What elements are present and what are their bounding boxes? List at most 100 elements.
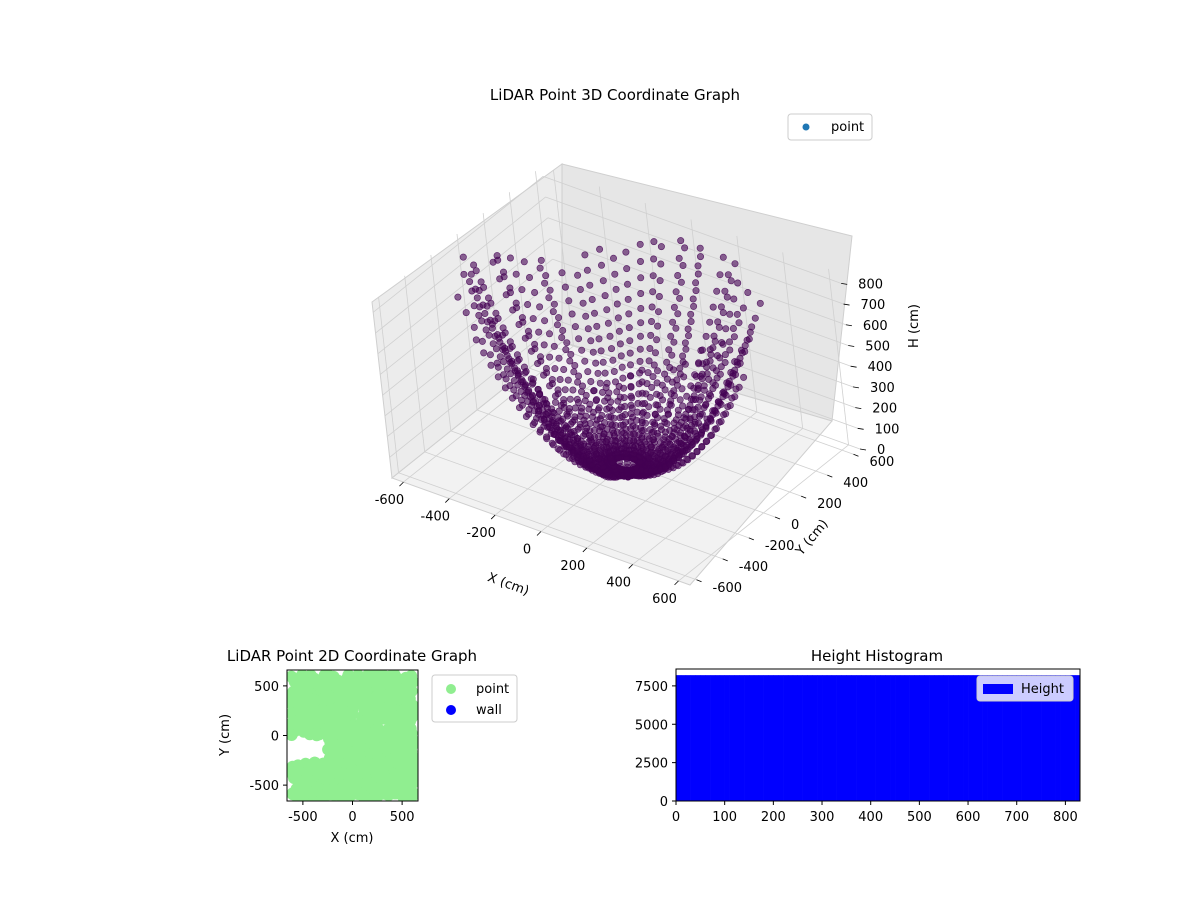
point-3d [478,337,486,345]
point-3d [638,427,646,435]
z-tick-label-3d: 100 [875,422,900,437]
point-3d [716,271,724,279]
point-3d [589,348,597,356]
point-2d [354,689,367,702]
legend-3d-point-label: point [831,120,864,135]
point-3d [657,260,665,268]
histogram-bar [1026,675,1032,801]
point-3d [535,407,543,415]
histogram-bar [831,675,837,801]
point-3d [515,355,523,363]
point-2d [331,691,344,704]
point-3d [541,317,549,325]
point-3d [525,410,533,418]
point-2d [347,673,359,686]
point-3d [607,413,615,421]
point-3d [583,266,591,274]
point-3d [694,403,702,411]
point-3d [561,386,569,394]
point-3d [647,317,655,325]
point-3d [756,299,764,307]
histogram-bar [1041,675,1047,801]
point-3d [730,333,738,341]
plot-2d-xlabel: X (cm) [331,831,374,846]
grid-x-back [782,252,804,429]
histogram-bar [972,675,979,801]
point-3d [730,295,738,303]
point-3d [555,354,563,362]
histogram-x-tick-label: 400 [858,810,883,825]
y-tick-label-2d: 500 [254,680,279,695]
point-2d [358,790,371,801]
point-3d [562,346,570,354]
histogram-bar [783,675,789,801]
x-tick-label-3d: -200 [466,526,496,541]
point-2d [332,756,345,769]
histogram-bar [690,675,696,801]
point-3d [690,302,698,310]
point-3d [501,329,509,337]
point-2d [383,700,396,712]
point-2d [403,728,416,741]
point-3d [488,320,496,328]
point-3d [525,273,533,281]
histogram-bar [836,675,842,801]
histogram-bar [729,675,735,801]
point-3d [666,400,674,408]
point-3d [682,345,690,353]
x-tick-3d [399,481,404,487]
point-3d [515,320,523,328]
point-3d [684,325,692,333]
point-3d [721,358,729,366]
point-3d [479,301,487,309]
histogram-bar [875,675,881,801]
point-3d [584,325,592,333]
x-tick-label-3d: 600 [652,592,677,607]
histogram-bar [778,675,784,801]
point-2d [367,670,380,682]
point-3d [678,385,686,393]
grid-z-back [543,175,842,284]
plot-3d: LiDAR Point 3D Coordinate Graph -600 -400… [371,86,922,607]
histogram-bar [719,675,725,801]
point-2d [323,783,336,796]
point-3d [506,382,514,390]
point-3d [569,386,577,394]
point-3d [470,323,478,331]
point-3d [524,300,532,308]
point-3d [596,245,604,253]
point-2d [287,729,298,741]
point-3d [459,253,467,261]
point-3d [560,365,568,373]
point-3d [595,335,603,343]
point-3d [553,424,561,432]
point-3d [654,322,662,330]
point-3d [670,457,678,465]
y-tick-label-3d: -600 [713,581,743,596]
legend-2d: point wall [431,674,518,723]
grid-z-back [552,258,851,367]
point-3d [709,303,717,311]
histogram-bar [948,675,954,801]
point-2d [317,757,330,770]
point-3d [536,303,544,311]
point-3d [729,324,737,332]
points-2d [287,670,418,801]
point-2d [359,714,372,727]
point-3d [571,361,579,369]
point-3d [542,433,550,441]
point-3d [537,426,545,434]
point-2d [371,689,384,702]
point-3d [564,376,572,384]
point-3d [574,398,582,406]
point-3d [682,415,690,423]
histogram-bar [1002,675,1008,801]
grid-z-left [382,258,553,396]
y-tick-3d [774,516,781,520]
point-3d [551,365,559,373]
grid-y-left [535,171,556,348]
point-2d [406,771,418,784]
point-3d [598,423,606,431]
histogram-bar [977,675,983,801]
point-3d [676,364,684,372]
